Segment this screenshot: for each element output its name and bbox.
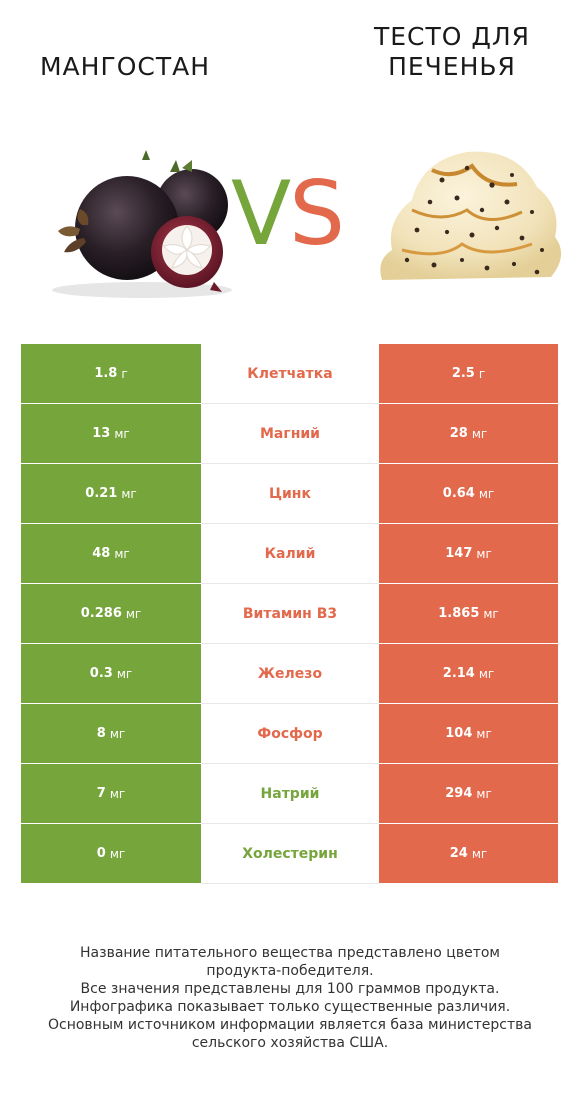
right-value: 294 xyxy=(445,786,473,801)
table-row: 7 мг Натрий 294 мг xyxy=(21,764,558,824)
right-unit: г xyxy=(478,366,486,381)
right-unit: мг xyxy=(483,606,499,621)
nutrient-name: Калий xyxy=(201,524,379,584)
left-value-cell: 8 мг xyxy=(21,704,201,764)
left-value-cell: 0.21 мг xyxy=(21,464,201,524)
table-row: 0.21 мг Цинк 0.64 мг xyxy=(21,464,558,524)
cookie-dough-ice-cream-image xyxy=(380,151,562,280)
comparison-table: 1.8 г Клетчатка 2.5 г 13 мг Магний 28 мг 0.21 мг Цин… xyxy=(21,344,558,884)
nutrient-name: Железо xyxy=(201,644,379,704)
footer-line-1: Название питательного вещества представл… xyxy=(80,945,500,961)
footer-line-2: продукта-победителя. xyxy=(206,963,374,979)
left-product-title: МАНГОСТАН xyxy=(39,52,211,81)
right-value-cell: 0.64 мг xyxy=(379,464,558,524)
table-row: 8 мг Фосфор 104 мг xyxy=(21,704,558,764)
right-value: 0.64 xyxy=(442,486,475,501)
left-unit: мг xyxy=(109,846,126,861)
nutrient-name: Витамин B3 xyxy=(201,584,379,644)
left-value: 0 xyxy=(96,846,106,861)
left-value: 0.286 xyxy=(80,606,122,621)
right-value-cell: 2.14 мг xyxy=(379,644,558,704)
table-row: 48 мг Калий 147 мг xyxy=(21,524,558,584)
left-value-cell: 48 мг xyxy=(21,524,201,584)
right-value-cell: 2.5 г xyxy=(379,344,558,404)
left-value-cell: 13 мг xyxy=(21,404,201,464)
left-unit: мг xyxy=(114,546,130,561)
right-value: 1.865 xyxy=(438,606,480,621)
right-value-cell: 147 мг xyxy=(379,524,558,584)
footer-line-3: Все значения представлены для 100 граммо… xyxy=(80,981,500,997)
nutrient-name: Фосфор xyxy=(201,704,379,764)
left-value: 0.3 xyxy=(89,666,113,681)
right-value-cell: 1.865 мг xyxy=(379,584,558,644)
right-unit: мг xyxy=(476,726,492,741)
vs-letter-s: S xyxy=(289,162,345,265)
nutrient-name: Натрий xyxy=(201,764,379,824)
table-row: 0 мг Холестерин 24 мг xyxy=(21,824,558,884)
vs-label: VS xyxy=(222,168,352,260)
left-unit: мг xyxy=(125,606,142,621)
right-product-title: ТЕСТО ДЛЯ ПЕЧЕНЬЯ xyxy=(352,22,552,82)
right-value: 104 xyxy=(445,726,473,741)
left-value: 0.21 xyxy=(85,486,118,501)
right-title-line-2: ПЕЧЕНЬЯ xyxy=(388,52,516,81)
left-value: 7 xyxy=(96,786,106,801)
left-unit: мг xyxy=(116,666,133,681)
right-value-cell: 104 мг xyxy=(379,704,558,764)
right-value-cell: 28 мг xyxy=(379,404,558,464)
left-value: 8 xyxy=(96,726,106,741)
left-unit: мг xyxy=(109,726,126,741)
right-unit: мг xyxy=(478,486,495,501)
right-unit: мг xyxy=(478,666,495,681)
right-unit: мг xyxy=(476,786,492,801)
nutrient-name: Холестерин xyxy=(201,824,379,884)
table-row: 0.3 мг Железо 2.14 мг xyxy=(21,644,558,704)
right-value: 2.14 xyxy=(442,666,475,681)
right-value: 28 xyxy=(449,426,468,441)
left-value-cell: 7 мг xyxy=(21,764,201,824)
footer-line-4: Инфографика показывает только существенн… xyxy=(69,999,511,1015)
right-value: 24 xyxy=(449,846,468,861)
left-value-cell: 0.3 мг xyxy=(21,644,201,704)
left-unit: мг xyxy=(109,786,126,801)
left-unit: г xyxy=(121,366,128,381)
table-row: 13 мг Магний 28 мг xyxy=(21,404,558,464)
table-row: 1.8 г Клетчатка 2.5 г xyxy=(21,344,558,404)
left-value-cell: 0 мг xyxy=(21,824,201,884)
right-unit: мг xyxy=(476,546,492,561)
table-row: 0.286 мг Витамин B3 1.865 мг xyxy=(21,584,558,644)
right-title-line-1: ТЕСТО ДЛЯ xyxy=(373,22,531,51)
left-value-cell: 0.286 мг xyxy=(21,584,201,644)
right-value-cell: 294 мг xyxy=(379,764,558,824)
left-value: 13 xyxy=(92,426,111,441)
vs-letter-v: V xyxy=(230,162,291,265)
right-value: 2.5 xyxy=(451,366,475,381)
footer-line-5: Основным источником информации является … xyxy=(48,1017,532,1033)
left-value-cell: 1.8 г xyxy=(21,344,201,404)
nutrient-name: Клетчатка xyxy=(201,344,379,404)
right-unit: мг xyxy=(471,846,488,861)
left-value: 1.8 xyxy=(94,366,118,381)
nutrient-name: Магний xyxy=(201,404,379,464)
left-value: 48 xyxy=(92,546,111,561)
right-value: 147 xyxy=(445,546,473,561)
nutrient-name: Цинк xyxy=(201,464,379,524)
right-value-cell: 24 мг xyxy=(379,824,558,884)
footer-line-6: сельского хозяйства США. xyxy=(191,1035,389,1051)
right-unit: мг xyxy=(471,426,488,441)
left-unit: мг xyxy=(121,486,137,501)
mangosteen-image xyxy=(52,150,232,298)
left-unit: мг xyxy=(114,426,130,441)
footer-note: Название питательного вещества представл… xyxy=(20,944,560,1052)
